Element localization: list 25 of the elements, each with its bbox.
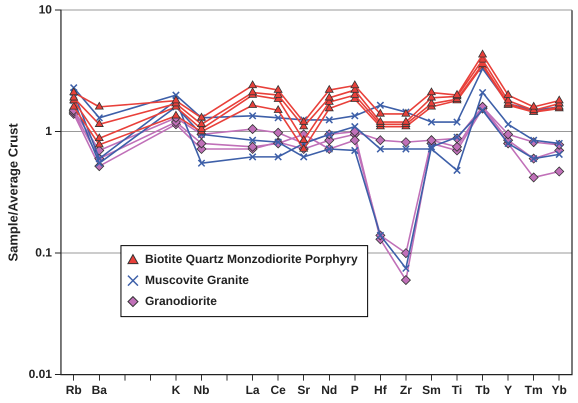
y-tick-label: 0.1 xyxy=(35,245,52,260)
x-tick-label: Sm xyxy=(422,383,441,398)
x-tick-label: Nd xyxy=(321,383,338,398)
x-tick-label: Rb xyxy=(66,383,82,398)
x-tick-label: La xyxy=(246,383,260,398)
y-tick-label: 1 xyxy=(45,124,52,138)
y-tick-label: 0.01 xyxy=(28,366,52,381)
x-tick-label: Tb xyxy=(475,383,490,398)
x-tick-label: Hf xyxy=(374,383,388,398)
x-tick-label: Ce xyxy=(270,383,286,398)
x-tick-label: Y xyxy=(504,383,512,398)
x-tick-label: P xyxy=(350,383,359,398)
x-tick-label: Zr xyxy=(400,383,412,398)
x-tick-label: Ba xyxy=(92,383,108,398)
x-tick-label: Nb xyxy=(193,383,210,398)
x-tick-label: Tm xyxy=(524,383,543,398)
x-tick-label: Ti xyxy=(452,383,462,398)
legend-label: Biotite Quartz Monzodiorite Porphyry xyxy=(144,252,358,266)
y-tick-label: 10 xyxy=(38,2,52,17)
y-axis-title: Sample/Average Crust xyxy=(5,122,20,262)
x-tick-label: K xyxy=(172,383,181,398)
x-tick-label: Yb xyxy=(552,383,567,398)
x-tick-label: Sr xyxy=(297,383,310,398)
legend-label: Muscovite Granite xyxy=(144,272,250,287)
legend-label: Granodiorite xyxy=(144,294,218,308)
